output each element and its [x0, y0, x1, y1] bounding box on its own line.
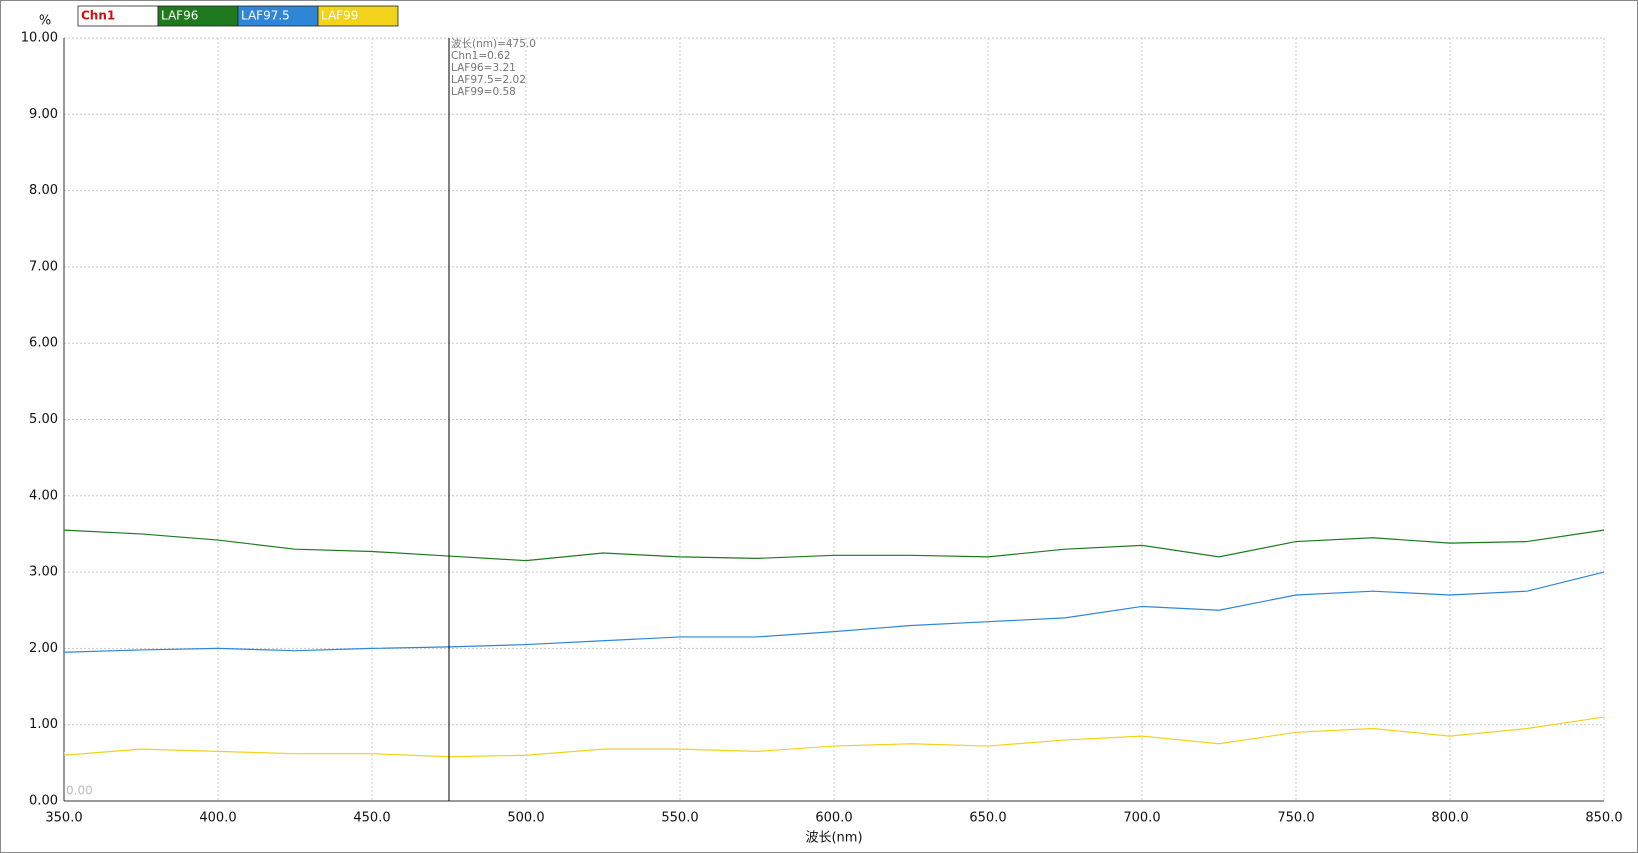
corner-label: 0.00 [66, 784, 93, 798]
series-line [63, 529, 1605, 562]
series-line [63, 571, 1605, 653]
x-tick-label: 350.0 [45, 811, 82, 826]
cursor-label: LAF99=0.58 [451, 86, 516, 98]
x-tick-label: 850.0 [1585, 811, 1622, 826]
x-axis-label: 波长(nm) [805, 831, 862, 846]
x-tick-label: 700.0 [1123, 811, 1160, 826]
y-tick-label: 1.00 [29, 717, 58, 732]
series-line [63, 714, 1605, 755]
cursor-label: LAF96=3.21 [451, 62, 516, 74]
y-axis-label: % [39, 14, 51, 29]
x-tick-label: 800.0 [1431, 811, 1468, 826]
x-tick-label: 450.0 [353, 811, 390, 826]
legend-label: LAF99 [321, 9, 358, 23]
y-tick-label: 2.00 [29, 641, 58, 656]
y-tick-label: 7.00 [29, 259, 58, 274]
series-line [63, 716, 1605, 758]
x-tick-label: 600.0 [815, 811, 852, 826]
x-tick-label: 400.0 [199, 811, 236, 826]
y-tick-label: 8.00 [29, 183, 58, 198]
y-tick-label: 3.00 [29, 565, 58, 580]
legend-swatch [317, 5, 399, 27]
legend-label: Chn1 [81, 9, 115, 23]
legend-label: LAF97.5 [241, 9, 290, 23]
x-tick-label: 500.0 [507, 811, 544, 826]
x-tick-label: 650.0 [969, 811, 1006, 826]
x-tick-label: 550.0 [661, 811, 698, 826]
x-tick-label: 750.0 [1277, 811, 1314, 826]
cursor-label: 波长(nm)=475.0 [451, 37, 536, 50]
y-tick-label: 6.00 [29, 336, 58, 351]
y-tick-label: 9.00 [29, 107, 58, 122]
cursor-label: LAF97.5=2.02 [451, 74, 526, 86]
y-tick-label: 5.00 [29, 412, 58, 427]
y-tick-label: 10.00 [21, 31, 58, 46]
y-tick-label: 0.00 [29, 794, 58, 809]
legend-label: LAF96 [161, 9, 198, 23]
cursor-label: Chn1=0.62 [451, 50, 511, 62]
y-tick-label: 4.00 [29, 488, 58, 503]
